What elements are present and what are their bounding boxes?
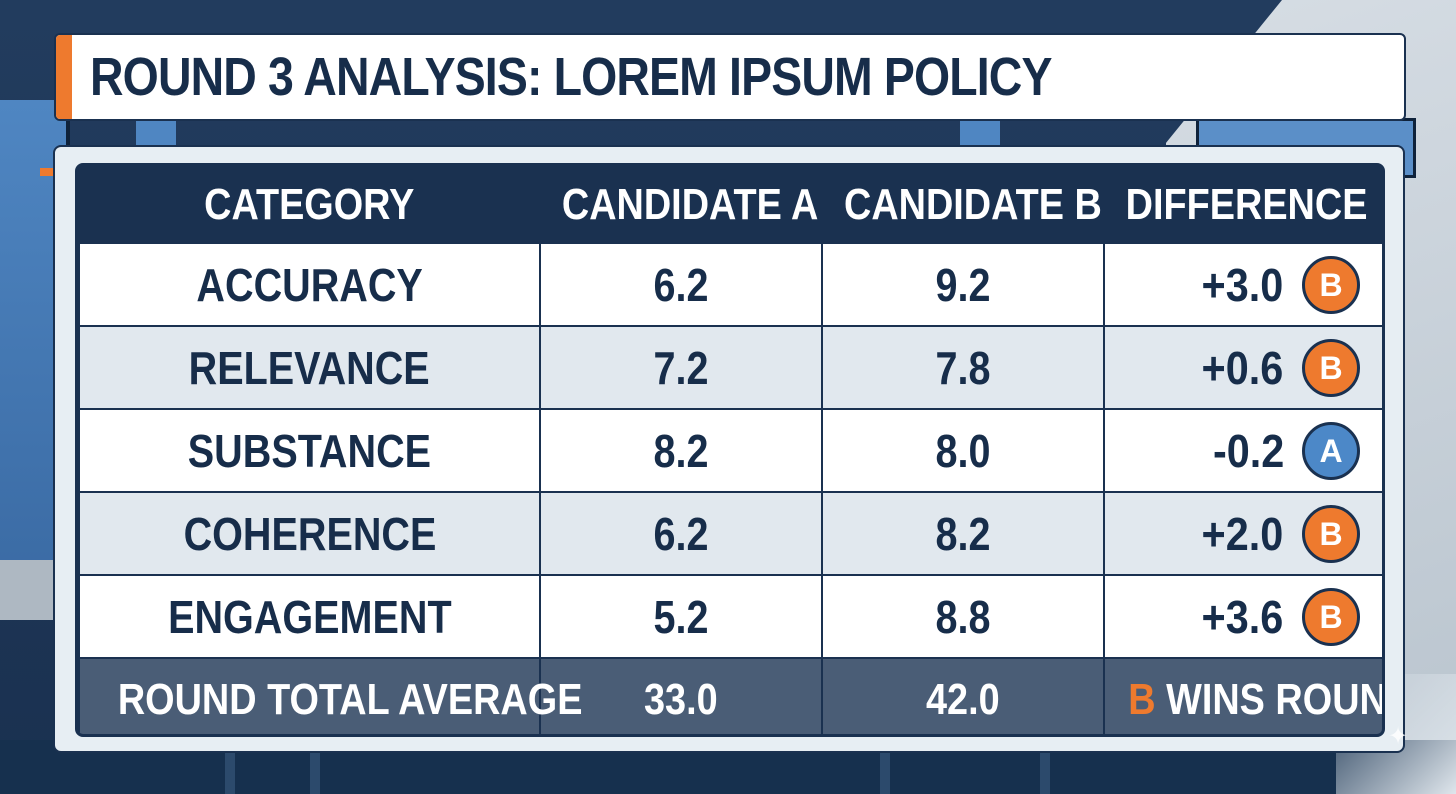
background-stand-leg (310, 750, 320, 794)
scores-panel: CATEGORY CANDIDATE A CANDIDATE B DIFFERE… (53, 145, 1405, 753)
cell-candidate-b: 8.0 (821, 408, 1105, 493)
scores-table: CATEGORY CANDIDATE A CANDIDATE B DIFFERE… (78, 166, 1385, 734)
cell-candidate-a: 7.2 (539, 325, 823, 410)
footer-result-text: WINS ROUND (1166, 674, 1385, 724)
page-title: ROUND 3 ANALYSIS: LOREM IPSUM POLICY (90, 47, 1052, 107)
background-stand-leg (1040, 750, 1050, 794)
cell-candidate-a: 5.2 (539, 574, 823, 659)
table-row: COHERENCE 6.2 8.2 +2.0 B (78, 491, 1382, 576)
cell-candidate-a: 6.2 (539, 491, 823, 576)
table-body: ACCURACY 6.2 9.2 +3.0 B RELEVANCE 7.2 7.8 +0.6 B S… (78, 242, 1382, 659)
table-header-row: CATEGORY CANDIDATE A CANDIDATE B DIFFERE… (78, 166, 1382, 244)
background-stand-leg (225, 750, 235, 794)
orange-accent-mark (40, 168, 54, 176)
difference-value: -0.2 (1212, 425, 1285, 478)
winner-badge: B (1302, 256, 1360, 315)
footer-total-b: 42.0 (821, 657, 1105, 734)
cell-candidate-a: 8.2 (539, 408, 823, 493)
scores-table-frame: CATEGORY CANDIDATE A CANDIDATE B DIFFERE… (75, 163, 1385, 737)
cell-category: RELEVANCE (78, 325, 541, 410)
cell-category: SUBSTANCE (78, 408, 541, 493)
difference-value: +2.0 (1201, 508, 1284, 561)
cell-difference: +2.0 B (1103, 491, 1382, 576)
title-bar: ROUND 3 ANALYSIS: LOREM IPSUM POLICY (54, 33, 1406, 121)
cell-candidate-a: 6.2 (539, 242, 823, 327)
cell-candidate-b: 7.8 (821, 325, 1105, 410)
column-header-difference: DIFFERENCE (1103, 166, 1382, 244)
sparkle-icon: ✦ (1388, 722, 1409, 750)
table-row: ACCURACY 6.2 9.2 +3.0 B (78, 242, 1382, 327)
footer-label: ROUND TOTAL AVERAGE (78, 657, 582, 734)
footer-winner-letter: B (1128, 674, 1156, 724)
cell-category: ACCURACY (78, 242, 541, 327)
cell-difference: +3.6 B (1103, 574, 1382, 659)
cell-category: COHERENCE (78, 491, 541, 576)
cell-candidate-b: 8.8 (821, 574, 1105, 659)
column-header-candidate-a: CANDIDATE A (539, 166, 823, 244)
winner-badge: B (1302, 505, 1360, 564)
table-footer-row: ROUND TOTAL AVERAGE 33.0 42.0 B WINS ROU… (78, 657, 1385, 734)
cell-candidate-b: 9.2 (821, 242, 1105, 327)
winner-badge: B (1302, 588, 1360, 647)
winner-badge: B (1302, 339, 1360, 398)
cell-difference: +0.6 B (1103, 325, 1382, 410)
table-row: RELEVANCE 7.2 7.8 +0.6 B (78, 325, 1382, 410)
column-header-candidate-b: CANDIDATE B (821, 166, 1105, 244)
difference-value: +0.6 (1201, 342, 1284, 395)
title-accent-stripe (56, 35, 72, 119)
footer-total-a: 33.0 (539, 657, 823, 734)
background-stand-leg (880, 750, 890, 794)
winner-badge: A (1302, 422, 1360, 481)
cell-difference: +3.0 B (1103, 242, 1382, 327)
footer-result: B WINS ROUND (1103, 657, 1385, 734)
table-row: SUBSTANCE 8.2 8.0 -0.2 A (78, 408, 1382, 493)
difference-value: +3.6 (1201, 591, 1284, 644)
difference-value: +3.0 (1201, 259, 1284, 312)
column-header-category: CATEGORY (78, 166, 541, 244)
table-row: ENGAGEMENT 5.2 8.8 +3.6 B (78, 574, 1382, 659)
cell-difference: -0.2 A (1103, 408, 1382, 493)
cell-candidate-b: 8.2 (821, 491, 1105, 576)
cell-category: ENGAGEMENT (78, 574, 541, 659)
